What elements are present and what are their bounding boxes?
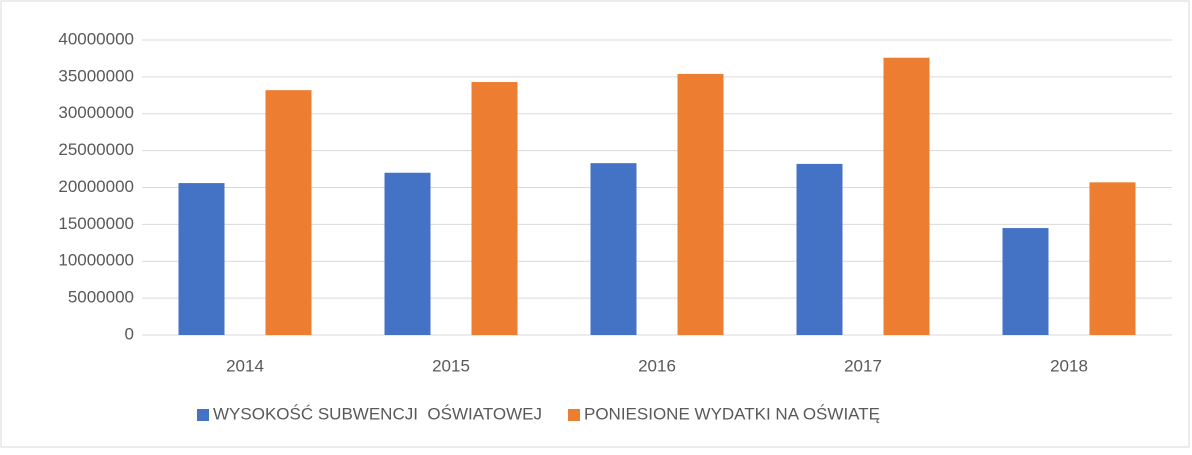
legend-label: WYSOKOŚĆ SUBWENCJI OŚWIATOWEJ [213,404,542,423]
x-tick-label: 2015 [432,356,470,375]
y-tick-label: 20000000 [58,177,134,196]
bar [883,57,930,335]
legend-swatch [197,409,209,421]
legend-swatch [568,409,580,421]
bar [1002,228,1049,335]
y-tick-label: 15000000 [58,214,134,233]
bar [384,172,431,335]
bar [265,90,312,336]
x-tick-label: 2018 [1050,356,1088,375]
bar [796,163,843,335]
y-tick-label: 10000000 [58,251,134,270]
bar [178,183,225,335]
x-tick-label: 2017 [844,356,882,375]
y-tick-label: 30000000 [58,103,134,122]
bar [590,163,637,335]
bar [471,82,518,335]
y-tick-label: 35000000 [58,66,134,85]
y-tick-label: 25000000 [58,140,134,159]
y-tick-label: 0 [125,324,134,343]
legend-label: PONIESIONE WYDATKI NA OŚWIATĘ [584,404,880,423]
x-tick-label: 2016 [638,356,676,375]
bar [677,73,724,336]
y-tick-label: 5000000 [68,288,134,307]
x-tick-label: 2014 [226,356,264,375]
bar [1089,182,1136,335]
y-tick-label: 40000000 [58,29,134,48]
